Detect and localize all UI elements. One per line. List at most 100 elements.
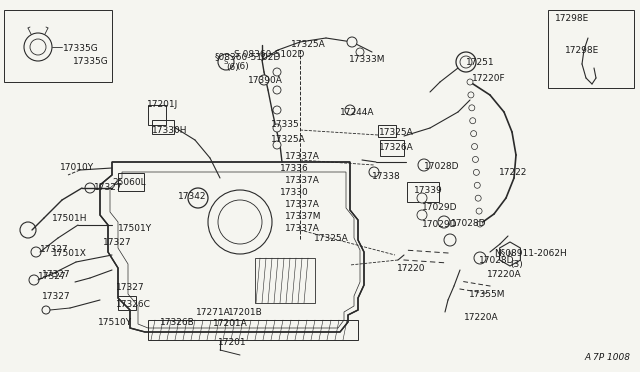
Text: 17325A: 17325A <box>379 128 413 137</box>
Bar <box>152 120 174 134</box>
Circle shape <box>474 252 486 264</box>
Circle shape <box>345 105 355 115</box>
Circle shape <box>417 193 427 203</box>
Text: 17298E: 17298E <box>555 14 589 23</box>
Text: 17327: 17327 <box>42 292 70 301</box>
Circle shape <box>472 144 477 150</box>
Text: 17220A: 17220A <box>487 270 522 279</box>
Text: 17335G: 17335G <box>73 57 109 66</box>
Circle shape <box>273 124 281 132</box>
Text: 17244A: 17244A <box>340 108 374 117</box>
Text: 17333M: 17333M <box>349 55 385 64</box>
Circle shape <box>470 131 477 137</box>
Text: 17325A: 17325A <box>314 234 349 243</box>
Text: §08360-5102D: §08360-5102D <box>215 52 281 61</box>
Polygon shape <box>100 162 364 332</box>
Text: (6): (6) <box>226 63 239 72</box>
Text: 17327: 17327 <box>116 283 145 292</box>
Circle shape <box>469 105 475 111</box>
Text: 17501H: 17501H <box>52 214 88 223</box>
Circle shape <box>470 118 476 124</box>
Text: 17327: 17327 <box>103 238 132 247</box>
Bar <box>118 296 136 310</box>
Text: 25060L: 25060L <box>112 178 146 187</box>
Circle shape <box>218 54 234 70</box>
Text: 17028D: 17028D <box>451 219 486 228</box>
Text: 17327: 17327 <box>38 272 67 281</box>
Text: N: N <box>508 251 513 257</box>
Text: (6): (6) <box>236 62 249 71</box>
Text: 17325A: 17325A <box>291 40 326 49</box>
Circle shape <box>273 141 281 149</box>
Text: 17337A: 17337A <box>285 224 320 233</box>
Text: 17201A: 17201A <box>213 319 248 328</box>
Text: 17029D: 17029D <box>422 203 458 212</box>
Text: 17010Y: 17010Y <box>60 163 94 172</box>
Circle shape <box>474 169 479 175</box>
Bar <box>380 140 404 156</box>
Text: 17342: 17342 <box>178 192 207 201</box>
Text: 17028D: 17028D <box>479 256 515 265</box>
Text: 17330: 17330 <box>280 188 308 197</box>
Circle shape <box>467 79 473 85</box>
Text: 17220A: 17220A <box>464 313 499 322</box>
Circle shape <box>347 37 357 47</box>
Text: 17326B: 17326B <box>160 318 195 327</box>
Circle shape <box>476 208 482 214</box>
Text: 17220: 17220 <box>397 264 426 273</box>
Text: 17251: 17251 <box>466 58 495 67</box>
Text: 17339: 17339 <box>414 186 443 195</box>
Text: 17510Y: 17510Y <box>98 318 132 327</box>
Text: 17338: 17338 <box>372 172 401 181</box>
Text: 17222: 17222 <box>499 168 527 177</box>
Text: (3): (3) <box>510 260 523 269</box>
Text: 17028D: 17028D <box>424 162 460 171</box>
Text: 17337A: 17337A <box>285 152 320 161</box>
Text: 17327: 17327 <box>40 245 68 254</box>
Bar <box>548 10 634 88</box>
Bar <box>407 182 439 202</box>
Polygon shape <box>500 242 520 266</box>
Text: 17337A: 17337A <box>285 200 320 209</box>
Bar <box>255 258 315 303</box>
Text: A 7P 1008: A 7P 1008 <box>584 353 630 362</box>
Circle shape <box>456 52 476 72</box>
Text: 17298E: 17298E <box>565 46 599 55</box>
Circle shape <box>417 210 427 220</box>
Text: 17337A: 17337A <box>285 176 320 185</box>
Text: 17501Y: 17501Y <box>118 224 152 233</box>
Text: 17326A: 17326A <box>379 143 413 152</box>
Circle shape <box>418 159 430 171</box>
Text: N§08911-2062H: N§08911-2062H <box>494 248 567 257</box>
Circle shape <box>438 216 450 228</box>
Bar <box>148 105 166 125</box>
Circle shape <box>477 221 483 227</box>
Text: 17335G: 17335G <box>63 44 99 53</box>
Text: 17325A: 17325A <box>271 135 306 144</box>
Text: 17201J: 17201J <box>147 100 179 109</box>
Text: 17201: 17201 <box>218 338 246 347</box>
Text: 17335: 17335 <box>271 120 300 129</box>
Text: 17326C: 17326C <box>116 300 151 309</box>
Text: S: S <box>224 59 228 65</box>
Text: 17327: 17327 <box>42 270 70 279</box>
Text: 17390A: 17390A <box>248 76 283 85</box>
Bar <box>118 173 144 191</box>
Text: 17220F: 17220F <box>472 74 506 83</box>
Text: 17271A: 17271A <box>196 308 231 317</box>
Text: 17355M: 17355M <box>469 290 506 299</box>
Circle shape <box>259 75 269 85</box>
Text: 17336: 17336 <box>280 164 308 173</box>
Circle shape <box>273 106 281 114</box>
Circle shape <box>444 234 456 246</box>
Text: 17029D: 17029D <box>422 220 458 229</box>
Circle shape <box>468 92 474 98</box>
Text: 17327: 17327 <box>94 183 123 192</box>
Text: 17201B: 17201B <box>228 308 263 317</box>
Text: 17501X: 17501X <box>52 249 87 258</box>
Bar <box>148 320 358 340</box>
Text: S 08360-5102D: S 08360-5102D <box>234 50 305 59</box>
Circle shape <box>273 68 281 76</box>
Circle shape <box>475 195 481 201</box>
Bar <box>4 10 112 82</box>
